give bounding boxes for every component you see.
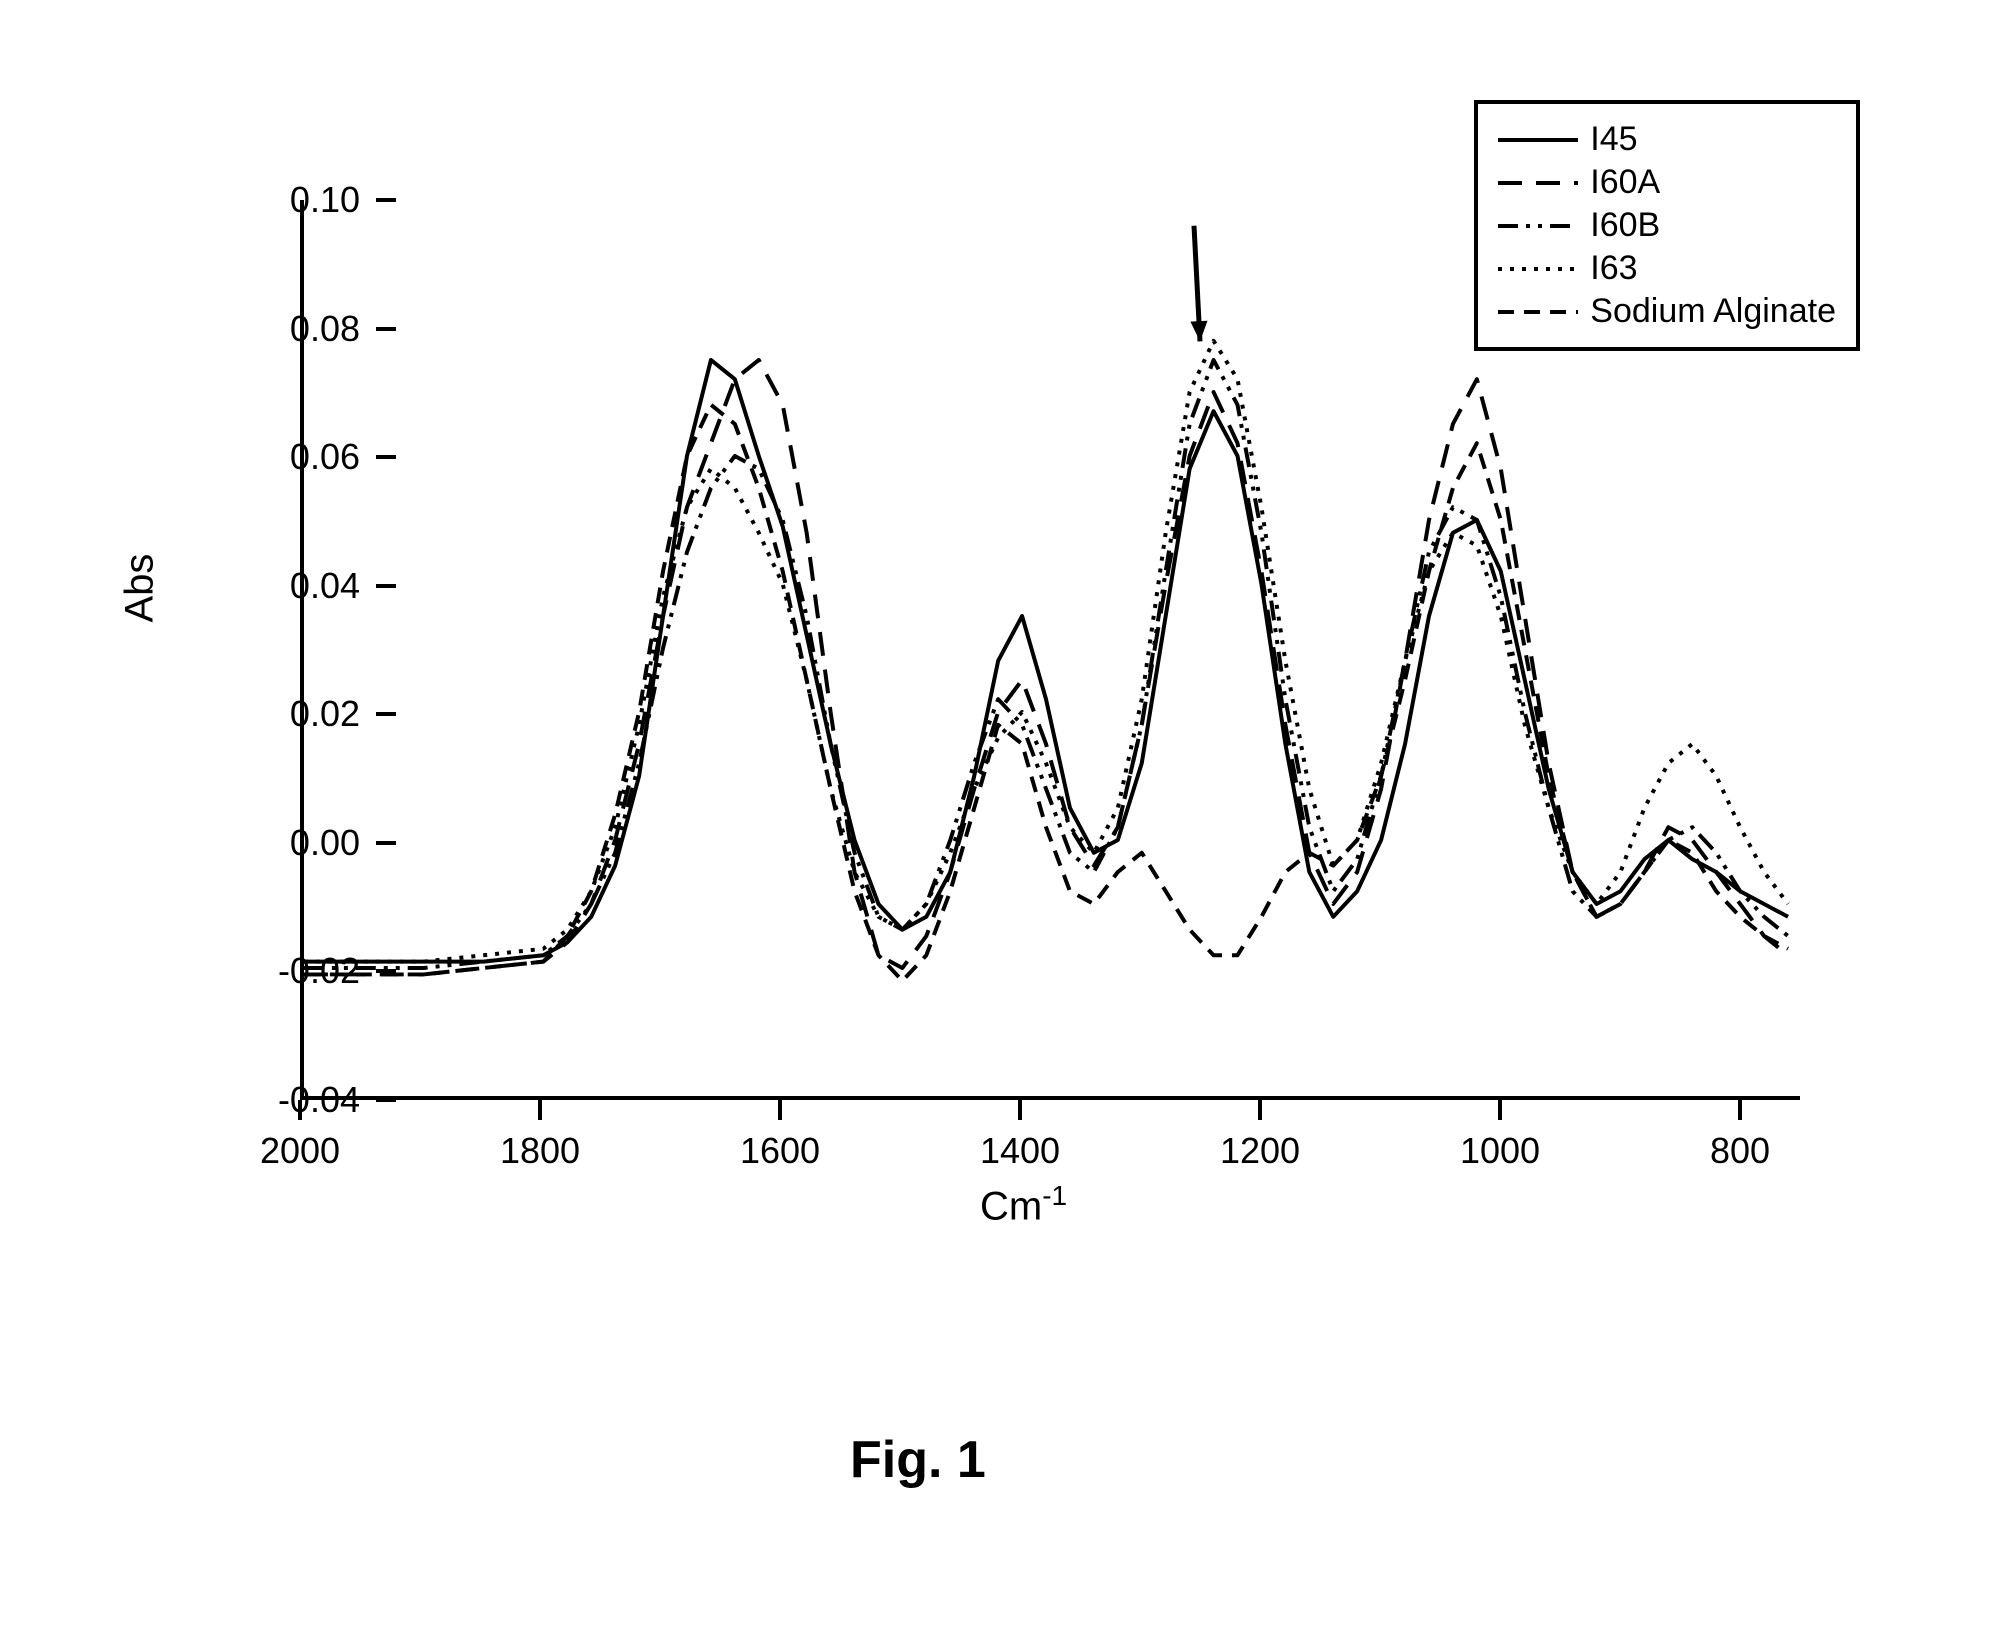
y-tick (376, 969, 396, 973)
y-tick (376, 841, 396, 845)
x-tick (538, 1100, 542, 1120)
y-tick-label: -0.02 (278, 950, 360, 992)
series-I60B (304, 360, 1788, 968)
legend-label: I60A (1590, 163, 1660, 202)
series-I60A (304, 360, 1788, 974)
x-tick-label: 1000 (1460, 1130, 1540, 1172)
x-axis-label: Cm-1 (980, 1180, 1067, 1229)
y-tick-label: 0.00 (290, 822, 360, 864)
x-tick-label: 800 (1710, 1130, 1770, 1172)
chart-container: I45I60AI60BI63Sodium Alginate Abs Cm-1 -… (100, 80, 1900, 1380)
x-tick (778, 1100, 782, 1120)
x-tick (1018, 1100, 1022, 1120)
x-tick (1498, 1100, 1502, 1120)
legend-item: I45 (1498, 120, 1836, 159)
x-tick-label: 2000 (260, 1130, 340, 1172)
y-tick-label: -0.04 (278, 1079, 360, 1121)
y-tick (376, 584, 396, 588)
plot-area (300, 200, 1800, 1100)
spectrum-svg (304, 200, 1800, 1096)
y-tick (376, 1098, 396, 1102)
legend-label: I45 (1590, 120, 1637, 159)
figure-caption: Fig. 1 (850, 1430, 986, 1490)
x-tick-label: 1800 (500, 1130, 580, 1172)
y-tick-label: 0.04 (290, 565, 360, 607)
y-tick (376, 198, 396, 202)
x-tick (298, 1100, 302, 1120)
y-tick-label: 0.10 (290, 179, 360, 221)
y-tick-label: 0.02 (290, 693, 360, 735)
y-tick (376, 327, 396, 331)
y-tick-label: 0.08 (290, 308, 360, 350)
legend-item: I60A (1498, 163, 1836, 202)
x-tick-label: 1200 (1220, 1130, 1300, 1172)
x-tick (1258, 1100, 1262, 1120)
x-tick-label: 1600 (740, 1130, 820, 1172)
legend-line-sample (1498, 168, 1578, 198)
y-tick (376, 712, 396, 716)
x-tick-label: 1400 (980, 1130, 1060, 1172)
legend-line-sample (1498, 125, 1578, 155)
y-tick-label: 0.06 (290, 436, 360, 478)
y-tick (376, 455, 396, 459)
y-axis-label: Abs (118, 554, 163, 623)
x-tick (1738, 1100, 1742, 1120)
